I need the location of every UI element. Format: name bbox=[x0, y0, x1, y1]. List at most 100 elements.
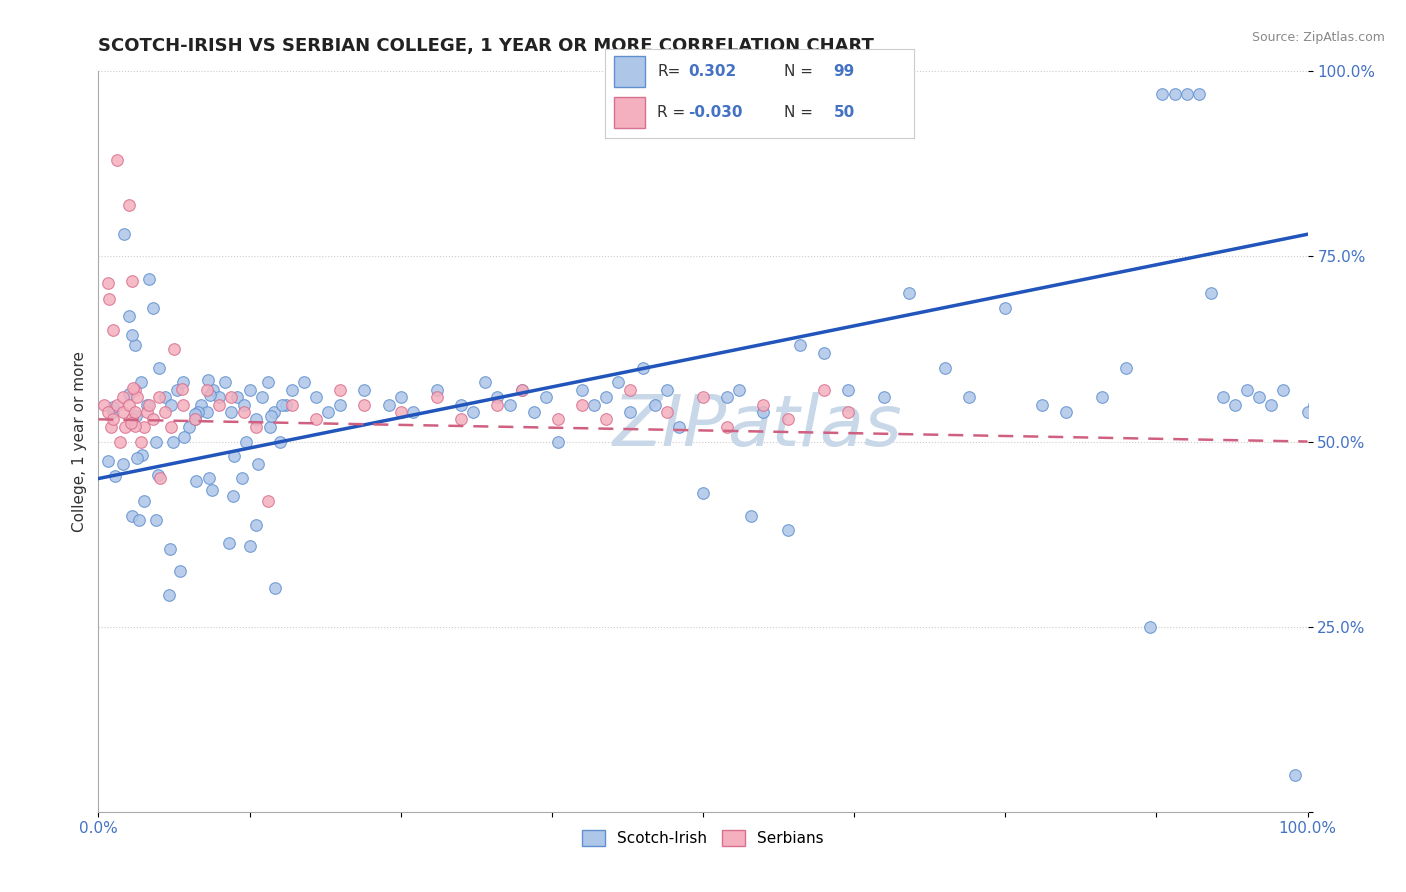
Point bbox=[127, 390, 149, 404]
Point bbox=[146, 468, 169, 483]
Point bbox=[837, 405, 859, 419]
Point bbox=[1152, 87, 1174, 101]
Point bbox=[120, 416, 142, 430]
Point bbox=[186, 474, 208, 488]
Point bbox=[897, 286, 920, 301]
Point bbox=[256, 376, 278, 390]
Text: N =: N = bbox=[785, 64, 813, 78]
Point bbox=[153, 405, 176, 419]
Point bbox=[547, 434, 569, 449]
Text: ZIP: ZIP bbox=[613, 392, 727, 461]
Point bbox=[134, 419, 156, 434]
Point bbox=[1054, 405, 1077, 419]
Text: R=: R= bbox=[657, 64, 681, 78]
Point bbox=[1236, 383, 1258, 397]
Point bbox=[377, 398, 399, 412]
Point bbox=[1163, 87, 1185, 101]
Point bbox=[97, 276, 120, 290]
Point bbox=[222, 489, 245, 503]
Point bbox=[134, 493, 156, 508]
Point bbox=[197, 373, 219, 387]
Point bbox=[716, 390, 738, 404]
Point bbox=[124, 419, 146, 434]
Point bbox=[172, 382, 194, 396]
Point bbox=[173, 430, 195, 444]
Point bbox=[837, 383, 859, 397]
Point bbox=[1031, 398, 1053, 412]
Point bbox=[957, 390, 980, 404]
Point bbox=[172, 376, 194, 390]
Point bbox=[162, 434, 184, 449]
Point bbox=[1139, 619, 1161, 633]
Legend: Scotch-Irish, Serbians: Scotch-Irish, Serbians bbox=[576, 824, 830, 852]
Point bbox=[118, 197, 141, 211]
Point bbox=[245, 518, 267, 533]
Point bbox=[752, 398, 775, 412]
Point bbox=[111, 405, 134, 419]
Point bbox=[510, 383, 533, 397]
Point bbox=[789, 338, 811, 352]
Point bbox=[329, 398, 352, 412]
Point bbox=[121, 412, 143, 426]
Point bbox=[239, 383, 262, 397]
Point bbox=[740, 508, 762, 523]
Point bbox=[148, 360, 170, 375]
Point bbox=[776, 524, 799, 538]
Text: R =: R = bbox=[657, 105, 685, 120]
Point bbox=[101, 405, 124, 419]
Point bbox=[263, 581, 285, 595]
Point bbox=[222, 450, 245, 464]
Point bbox=[1091, 390, 1114, 404]
Point bbox=[124, 405, 146, 419]
Point bbox=[510, 383, 533, 397]
Point bbox=[353, 398, 375, 412]
Text: SCOTCH-IRISH VS SERBIAN COLLEGE, 1 YEAR OR MORE CORRELATION CHART: SCOTCH-IRISH VS SERBIAN COLLEGE, 1 YEAR … bbox=[98, 37, 875, 54]
Point bbox=[426, 383, 449, 397]
Point bbox=[523, 405, 546, 419]
Point bbox=[329, 383, 352, 397]
Point bbox=[281, 383, 304, 397]
Text: 99: 99 bbox=[834, 64, 855, 78]
Point bbox=[450, 398, 472, 412]
Point bbox=[198, 388, 221, 402]
Point bbox=[149, 471, 172, 485]
Point bbox=[157, 588, 180, 602]
Point bbox=[104, 469, 127, 483]
Point bbox=[121, 509, 143, 524]
Point bbox=[619, 383, 641, 397]
Point bbox=[125, 451, 148, 466]
Text: 50: 50 bbox=[834, 105, 855, 120]
Point bbox=[142, 301, 165, 316]
Y-axis label: College, 1 year or more: College, 1 year or more bbox=[72, 351, 87, 532]
Point bbox=[389, 390, 412, 404]
Point bbox=[97, 292, 120, 306]
Point bbox=[571, 383, 593, 397]
Point bbox=[183, 407, 205, 421]
Point bbox=[121, 327, 143, 342]
Point bbox=[813, 383, 835, 397]
Point bbox=[208, 390, 231, 404]
Point bbox=[101, 400, 124, 414]
Point bbox=[128, 513, 150, 527]
Point bbox=[172, 398, 194, 412]
Point bbox=[1115, 360, 1137, 375]
Point bbox=[595, 390, 617, 404]
Point bbox=[281, 398, 304, 412]
Point bbox=[129, 434, 152, 449]
Point bbox=[187, 405, 209, 419]
Point bbox=[121, 274, 143, 288]
Point bbox=[118, 309, 141, 323]
Point bbox=[1188, 87, 1211, 101]
Point bbox=[124, 338, 146, 352]
Point bbox=[994, 301, 1017, 316]
Point bbox=[486, 390, 509, 404]
Point bbox=[145, 434, 167, 449]
Point bbox=[202, 383, 225, 397]
Point bbox=[235, 434, 257, 449]
Point bbox=[129, 376, 152, 390]
Point bbox=[232, 405, 254, 419]
Point bbox=[160, 419, 183, 434]
Point bbox=[619, 405, 641, 419]
Point bbox=[184, 412, 207, 426]
Point bbox=[195, 383, 218, 397]
